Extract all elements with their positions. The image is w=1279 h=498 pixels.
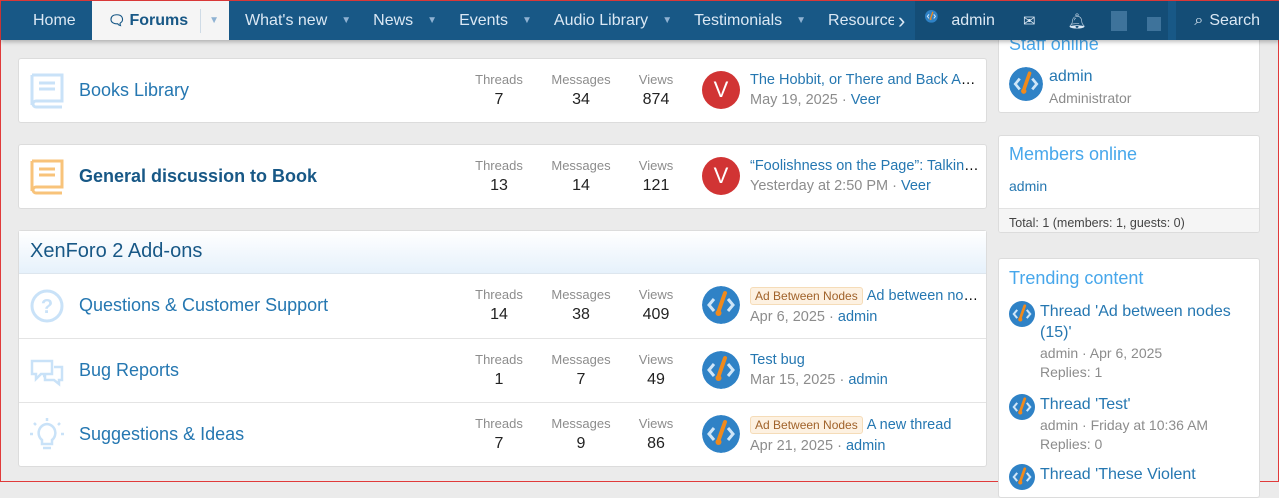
book-icon — [29, 73, 65, 109]
avatar[interactable] — [1009, 67, 1043, 101]
chevron-down-icon[interactable]: ▼ — [796, 15, 807, 26]
question-icon: ? — [30, 289, 64, 323]
last-post-title[interactable]: A new thread — [866, 417, 952, 433]
last-post-user[interactable]: admin — [845, 438, 886, 454]
staff-member-name[interactable]: admin — [1049, 68, 1093, 85]
trending-thread-link[interactable]: Thread 'These Violent — [1040, 466, 1196, 483]
thread-prefix-badge[interactable]: Ad Between Nodes — [750, 287, 863, 305]
blurred-icon[interactable] — [1101, 1, 1137, 40]
chevron-down-icon[interactable]: ▼ — [427, 15, 438, 26]
chevron-down-icon[interactable]: ▼ — [522, 15, 532, 26]
last-post-title[interactable]: Ad between node… — [866, 288, 980, 304]
forum-node: Suggestions & Ideas Threads 7 Messages 9 V… — [19, 402, 986, 466]
trending-item: Thread 'Ad between nodes (15)' admin · A… — [1009, 301, 1249, 382]
chevron-down-icon[interactable]: ▼ — [662, 15, 673, 26]
forum-node: Bug Reports Threads 1 Messages 7 Views 49 T… — [19, 338, 986, 402]
inbox-icon[interactable]: ✉ — [1022, 12, 1036, 30]
avatar[interactable] — [702, 415, 740, 453]
account-button[interactable]: admin — [915, 1, 1005, 40]
chat-icon: 🗨 — [107, 12, 126, 28]
forum-node: Books Library Threads 7 Messages 34 Views 8… — [18, 58, 987, 123]
widget-title: Trending content — [1009, 268, 1144, 288]
messages-count: 34 — [572, 91, 590, 108]
threads-count: 7 — [494, 91, 504, 108]
trending-item: Thread 'Test' admin · Friday at 10:36 AM… — [1009, 394, 1249, 454]
avatar[interactable] — [1009, 394, 1035, 420]
category-title[interactable]: XenForo 2 Add-ons — [19, 231, 986, 274]
node-title[interactable]: Suggestions & Ideas — [79, 424, 245, 444]
top-navigation: Home 🗨 Forums ▼ What's new ▼ News ▼ Events ▼ … — [1, 1, 1279, 40]
last-post-user[interactable]: Veer — [901, 178, 931, 194]
blurred-icon[interactable] — [1137, 1, 1171, 40]
chevron-down-icon[interactable]: ▼ — [341, 15, 352, 26]
category-block: XenForo 2 Add-ons ? Questions & Customer… — [18, 230, 987, 467]
last-post-user[interactable]: Veer — [850, 92, 881, 108]
last-post-title[interactable]: “Foolishness on the Page”: Talking … — [750, 158, 980, 174]
avatar[interactable] — [1009, 464, 1035, 490]
node-title[interactable]: Books Library — [79, 80, 190, 100]
node-title[interactable]: General discussion to Book — [79, 166, 318, 186]
forum-node: General discussion to Book Threads 13 Mes… — [18, 144, 987, 209]
members-online-widget: Members online admin Total: 1 (members: … — [998, 135, 1260, 233]
nav-news[interactable]: News ▼ — [373, 11, 438, 29]
nav-forums-label: Forums — [129, 11, 189, 29]
chat-bubbles-icon — [30, 359, 64, 387]
trending-item: Thread 'These Violent — [1009, 464, 1249, 485]
nav-testimonials[interactable]: Testimonials ▼ — [694, 11, 807, 29]
nav-scroll-right-icon[interactable]: › — [898, 7, 906, 33]
views-count: 874 — [642, 91, 670, 108]
book-icon — [29, 159, 65, 195]
trending-content-widget: Trending content Thread 'Ad between node… — [998, 258, 1260, 498]
search-icon: ⌕ — [1194, 11, 1204, 29]
chevron-down-icon[interactable]: ▼ — [209, 15, 220, 26]
trending-thread-link[interactable]: Thread 'Test' — [1040, 396, 1131, 413]
forum-node: ? Questions & Customer Support Threads 14… — [19, 274, 986, 338]
widget-title[interactable]: Members online — [1009, 144, 1138, 164]
nav-events[interactable]: Events ▼ — [459, 11, 532, 29]
nav-forums[interactable]: 🗨 Forums ▼ — [91, 1, 230, 40]
thread-prefix-badge[interactable]: Ad Between Nodes — [750, 416, 863, 434]
nav-home[interactable]: Home — [33, 11, 76, 29]
nav-resources[interactable]: Resource — [828, 11, 895, 29]
staff-role: Administrator — [1049, 90, 1132, 106]
last-post-title[interactable]: The Hobbit, or There and Back Again — [750, 72, 980, 88]
avatar[interactable] — [1009, 301, 1035, 327]
trending-thread-link[interactable]: Thread 'Ad between nodes (15)' — [1040, 303, 1231, 341]
nav-whats-new[interactable]: What's new ▼ — [245, 11, 352, 29]
search-button[interactable]: ⌕ Search — [1176, 1, 1279, 40]
svg-text:?: ? — [41, 296, 53, 318]
last-post-title[interactable]: Test bug — [750, 352, 805, 368]
online-member[interactable]: admin — [1009, 178, 1048, 194]
online-total: Total: 1 (members: 1, guests: 0) — [999, 208, 1259, 232]
avatar[interactable]: V — [702, 71, 740, 109]
avatar[interactable]: V — [702, 157, 740, 195]
nav-audio-library[interactable]: Audio Library ▼ — [553, 11, 673, 29]
last-post-user[interactable]: admin — [848, 372, 888, 388]
avatar[interactable] — [702, 286, 740, 324]
avatar[interactable] — [702, 351, 740, 389]
last-post-user[interactable]: admin — [837, 309, 878, 325]
node-title[interactable]: Bug Reports — [79, 360, 180, 380]
user-avatar — [925, 10, 947, 32]
bell-icon[interactable]: 🔔︎ — [1067, 12, 1087, 30]
node-title[interactable]: Questions & Customer Support — [79, 295, 329, 315]
lightbulb-icon — [30, 418, 64, 450]
